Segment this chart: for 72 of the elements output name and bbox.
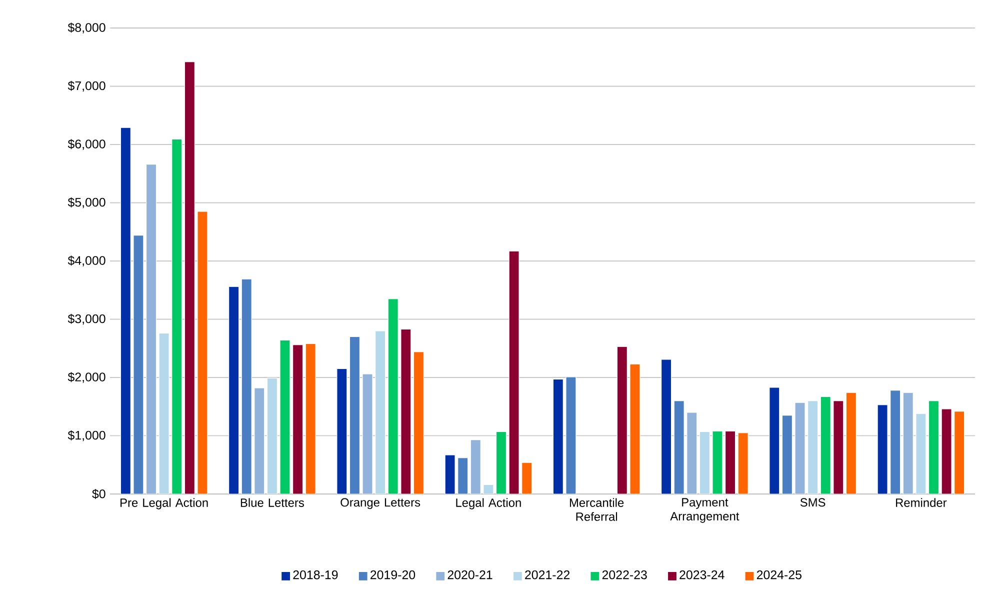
bar (336, 368, 348, 494)
bar (769, 387, 780, 494)
y-tick-label: $4,000 (68, 256, 106, 266)
y-tick-label: $3,000 (68, 314, 106, 325)
bar (660, 359, 672, 494)
y-tick-label: $0 (92, 488, 106, 500)
bar (808, 400, 818, 494)
bar (146, 164, 157, 494)
bar (388, 298, 398, 494)
bar (738, 432, 748, 494)
bar (877, 404, 888, 494)
x-tick-label: Pre Legal Action (120, 498, 208, 510)
bar (184, 61, 195, 494)
y-tick-label: $8,000 (68, 22, 106, 34)
bar (566, 376, 576, 494)
x-tick-label: Reminder (896, 498, 947, 507)
bar (552, 378, 564, 494)
bar (292, 344, 304, 494)
bar (496, 431, 507, 494)
bar (928, 400, 940, 494)
bar (266, 378, 278, 494)
legend-label: 2024-25 (756, 570, 802, 580)
legend-label: 2019-20 (370, 570, 416, 580)
bar (413, 352, 424, 494)
bar (630, 364, 640, 494)
bar (254, 388, 265, 494)
bar (820, 396, 831, 494)
legend-label: 2018-19 (293, 570, 338, 580)
bar (400, 328, 412, 494)
bar (305, 343, 316, 494)
bar (444, 454, 456, 494)
bar (954, 410, 965, 494)
bar (724, 430, 736, 494)
y-tick-label: $6,000 (68, 139, 106, 150)
bar (522, 462, 532, 494)
bar (699, 431, 710, 494)
bar (375, 330, 386, 494)
bar (172, 138, 182, 494)
bar (902, 392, 914, 494)
bar (241, 278, 252, 494)
bar (674, 400, 684, 494)
x-tick-label: Legal Action (456, 498, 521, 510)
y-tick-label: $1,000 (68, 430, 106, 442)
x-tick-label: SMS (800, 498, 826, 507)
bar (120, 127, 131, 494)
bar (616, 346, 628, 494)
bar (197, 211, 208, 494)
y-tick-label: $5,000 (68, 197, 106, 208)
legend-label: 2020-21 (448, 570, 492, 580)
bar (280, 340, 290, 494)
x-tick-label: Mercantile Referral (570, 498, 624, 521)
bar (349, 336, 360, 494)
legend-label: 2023-24 (680, 570, 724, 580)
x-tick-label: Orange Letters (340, 498, 420, 510)
bar (686, 412, 698, 494)
legend-label: 2022-23 (602, 570, 647, 580)
bar (228, 286, 240, 494)
bar (458, 458, 468, 494)
bar (941, 408, 952, 494)
legend-label: 2021-22 (525, 570, 570, 580)
bar (470, 440, 481, 494)
bar (133, 235, 144, 494)
x-tick-label: Blue Letters (240, 498, 304, 507)
bar (508, 250, 520, 494)
bar (782, 415, 793, 494)
y-tick-label: $2,000 (68, 372, 106, 383)
x-tick-label: Payment Arrangement (670, 498, 740, 523)
bar (890, 390, 901, 494)
bar (158, 332, 170, 494)
bar (846, 392, 857, 494)
y-tick-label: $7,000 (68, 80, 106, 92)
bar (833, 400, 844, 494)
